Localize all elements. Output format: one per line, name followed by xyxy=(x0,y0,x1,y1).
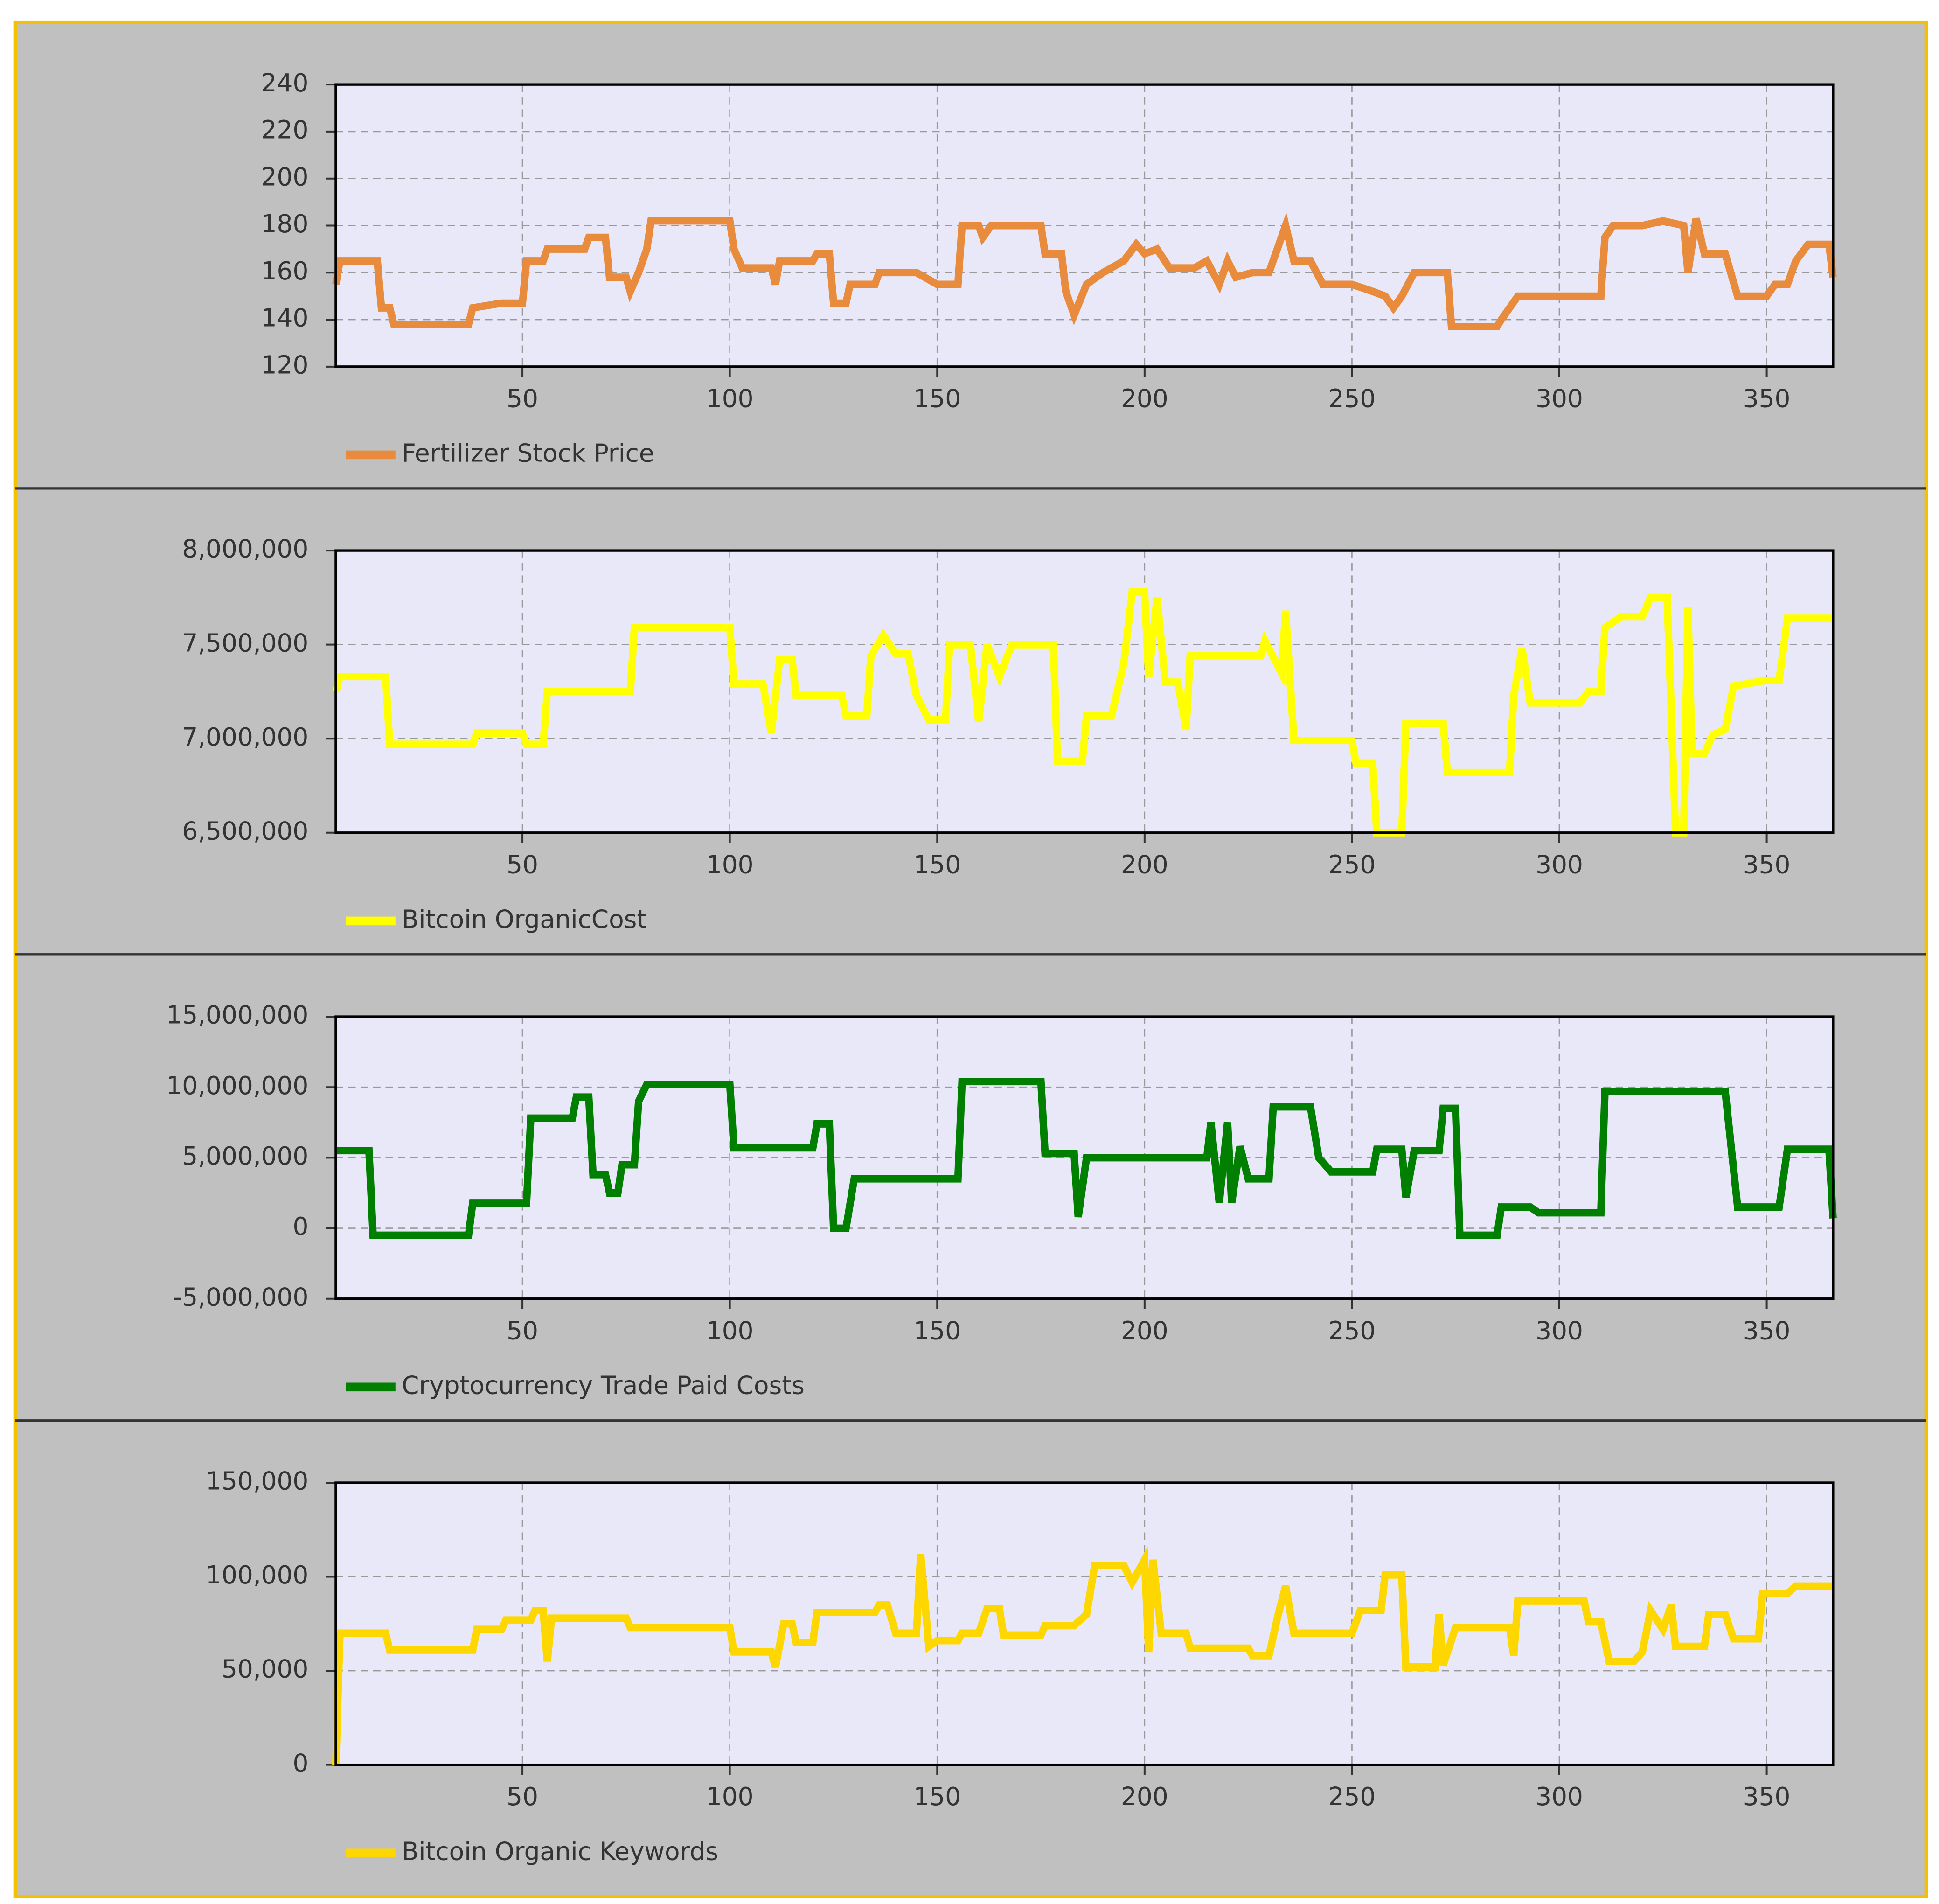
y-tick-label: 10,000,000 xyxy=(166,1071,308,1100)
x-tick-label: 200 xyxy=(1121,1782,1168,1811)
y-tick-label: 7,000,000 xyxy=(182,723,308,752)
x-tick-label: 350 xyxy=(1743,384,1791,413)
data-line xyxy=(332,1546,1833,1765)
y-tick-label: 100,000 xyxy=(206,1561,308,1590)
plot-border xyxy=(334,83,1835,368)
y-tick-label: 15,000,000 xyxy=(166,1001,308,1030)
x-tick-label: 200 xyxy=(1121,384,1168,413)
data-line xyxy=(332,212,1837,331)
x-tick-label: 50 xyxy=(507,850,538,879)
plot-border xyxy=(334,1015,1835,1300)
x-tick-label: 250 xyxy=(1328,1782,1376,1811)
legend-label: Bitcoin OrganicCost xyxy=(402,905,646,934)
x-tick-label: 350 xyxy=(1743,850,1791,879)
x-tick-label: 100 xyxy=(706,1316,754,1345)
x-tick-label: 50 xyxy=(507,384,538,413)
x-tick-label: 300 xyxy=(1536,1782,1583,1811)
x-tick-label: 300 xyxy=(1536,850,1583,879)
y-tick-label: 160 xyxy=(261,257,309,286)
x-tick-label: 150 xyxy=(913,850,961,879)
x-tick-label: 50 xyxy=(507,1316,538,1345)
legend-label: Cryptocurrency Trade Paid Costs xyxy=(402,1371,805,1400)
y-tick-label: 220 xyxy=(261,116,309,145)
y-tick-label: 0 xyxy=(292,1749,308,1778)
data-line xyxy=(335,1078,1837,1239)
x-tick-label: 350 xyxy=(1743,1316,1791,1345)
x-tick-label: 250 xyxy=(1328,1316,1376,1345)
y-tick-label: 6,500,000 xyxy=(182,816,308,845)
legend-label: Bitcoin Organic Keywords xyxy=(402,1837,718,1866)
y-tick-label: 8,000,000 xyxy=(182,535,308,564)
x-tick-label: 100 xyxy=(706,850,754,879)
plot-area xyxy=(335,1482,1833,1765)
x-tick-label: 100 xyxy=(706,1782,754,1811)
y-tick-label: 7,500,000 xyxy=(182,628,308,657)
x-tick-label: 200 xyxy=(1121,1316,1168,1345)
y-tick-label: 5,000,000 xyxy=(182,1142,308,1171)
y-tick-label: 200 xyxy=(261,162,309,191)
x-tick-label: 150 xyxy=(913,1316,961,1345)
x-tick-label: 150 xyxy=(913,1782,961,1811)
y-tick-label: 120 xyxy=(261,350,309,379)
x-tick-label: 150 xyxy=(913,384,961,413)
x-tick-label: 200 xyxy=(1121,850,1168,879)
x-tick-label: 50 xyxy=(507,1782,538,1811)
x-tick-label: 300 xyxy=(1536,1316,1583,1345)
y-tick-label: 50,000 xyxy=(222,1655,308,1684)
y-tick-label: 140 xyxy=(261,304,309,333)
x-tick-label: 250 xyxy=(1328,384,1376,413)
y-tick-label: 240 xyxy=(261,69,309,98)
y-tick-label: 150,000 xyxy=(206,1467,308,1496)
legend-label: Fertilizer Stock Price xyxy=(402,439,654,468)
y-tick-label: 0 xyxy=(292,1212,308,1241)
x-tick-label: 350 xyxy=(1743,1782,1791,1811)
x-tick-label: 100 xyxy=(706,384,754,413)
y-tick-label: 180 xyxy=(261,209,309,238)
x-tick-label: 300 xyxy=(1536,384,1583,413)
x-tick-label: 250 xyxy=(1328,850,1376,879)
data-line xyxy=(332,588,1833,837)
y-tick-label: -5,000,000 xyxy=(173,1283,308,1311)
plot-border xyxy=(334,549,1835,834)
plot-border xyxy=(334,1481,1835,1766)
